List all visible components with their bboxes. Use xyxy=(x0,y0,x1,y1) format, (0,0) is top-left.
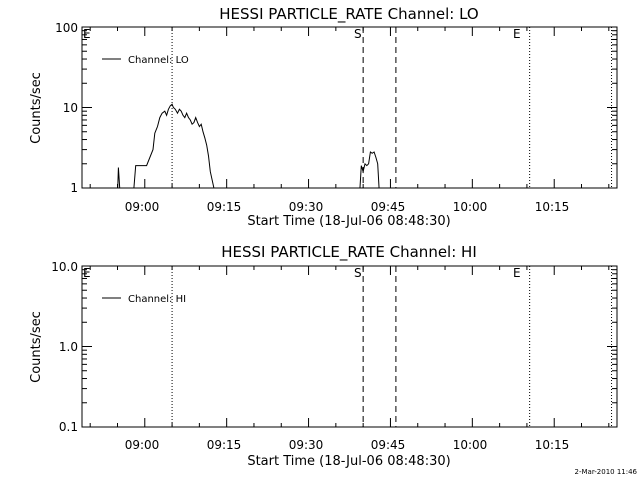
panel-lo-y-tick-label: 100 xyxy=(55,21,78,35)
panel-hi-marker-label: E xyxy=(513,266,521,280)
panel-hi-y-tick-label: 0.1 xyxy=(59,420,78,434)
panel-lo-x-tick-label: 09:45 xyxy=(371,200,406,214)
panel-hi-x-tick-label: 09:30 xyxy=(289,438,324,452)
footer-timestamp: 2-Mar-2010 11:46 xyxy=(575,468,638,476)
panel-hi-marker-label: E xyxy=(83,266,91,280)
panel-lo-y-tick-label: 1 xyxy=(70,181,78,195)
panel-lo-marker-label: E xyxy=(513,27,521,41)
panel-lo-title: HESSI PARTICLE_RATE Channel: LO xyxy=(219,5,478,24)
panel-hi-y-tick-label: 10.0 xyxy=(51,260,78,274)
panel-lo-x-tick-label: 10:00 xyxy=(453,200,488,214)
panel-hi-x-tick-label: 10:15 xyxy=(535,438,570,452)
panel-lo-marker-label: E xyxy=(83,27,91,41)
panel-lo-y-axis-label: Counts/sec xyxy=(29,72,44,144)
panel-hi-y-ticks: 0.1 1.0 10.0 xyxy=(51,260,78,434)
panel-hi-x-axis-label: Start Time (18-Jul-06 08:48:30) xyxy=(247,454,450,469)
panel-lo-series-line xyxy=(359,151,380,188)
panel-lo-x-ticks: 09:00 09:15 09:30 09:45 10:00 10:15 xyxy=(125,200,570,214)
panel-lo-x-axis-label: Start Time (18-Jul-06 08:48:30) xyxy=(247,214,450,229)
panel-hi-marks xyxy=(82,265,617,428)
panel-lo-x-tick-label: 09:15 xyxy=(207,200,242,214)
panel-lo-y-tick-label: 10 xyxy=(63,101,78,115)
panel-hi-x-tick-label: 09:45 xyxy=(371,438,406,452)
panel-lo-marker-label: S xyxy=(354,27,362,41)
panel-hi-x-tick-label: 10:00 xyxy=(453,438,488,452)
panel-lo: HESSI PARTICLE_RATE Channel: LO 1 10 100… xyxy=(29,5,618,229)
panel-lo-series-line xyxy=(117,103,215,188)
panel-hi-title: HESSI PARTICLE_RATE Channel: HI xyxy=(221,243,477,262)
panel-lo-x-tick-label: 09:00 xyxy=(125,200,160,214)
panel-lo-marks xyxy=(82,26,617,189)
panel-lo-x-tick-label: 09:30 xyxy=(289,200,324,214)
panel-hi-x-ticks: 09:00 09:15 09:30 09:45 10:00 10:15 xyxy=(125,438,570,452)
panel-hi-marker-label: S xyxy=(354,266,362,280)
panel-hi-legend-label: Channel: HI xyxy=(128,294,186,305)
panel-lo-y-ticks: 1 10 100 xyxy=(55,21,78,195)
panel-hi-x-tick-label: 09:15 xyxy=(207,438,242,452)
panel-hi-y-axis-label: Counts/sec xyxy=(29,311,44,383)
panel-hi-y-tick-label: 1.0 xyxy=(59,340,78,354)
panel-hi-x-tick-label: 09:00 xyxy=(125,438,160,452)
panel-lo-legend-label: Channel: LO xyxy=(128,55,189,66)
panel-lo-x-tick-label: 10:15 xyxy=(535,200,570,214)
